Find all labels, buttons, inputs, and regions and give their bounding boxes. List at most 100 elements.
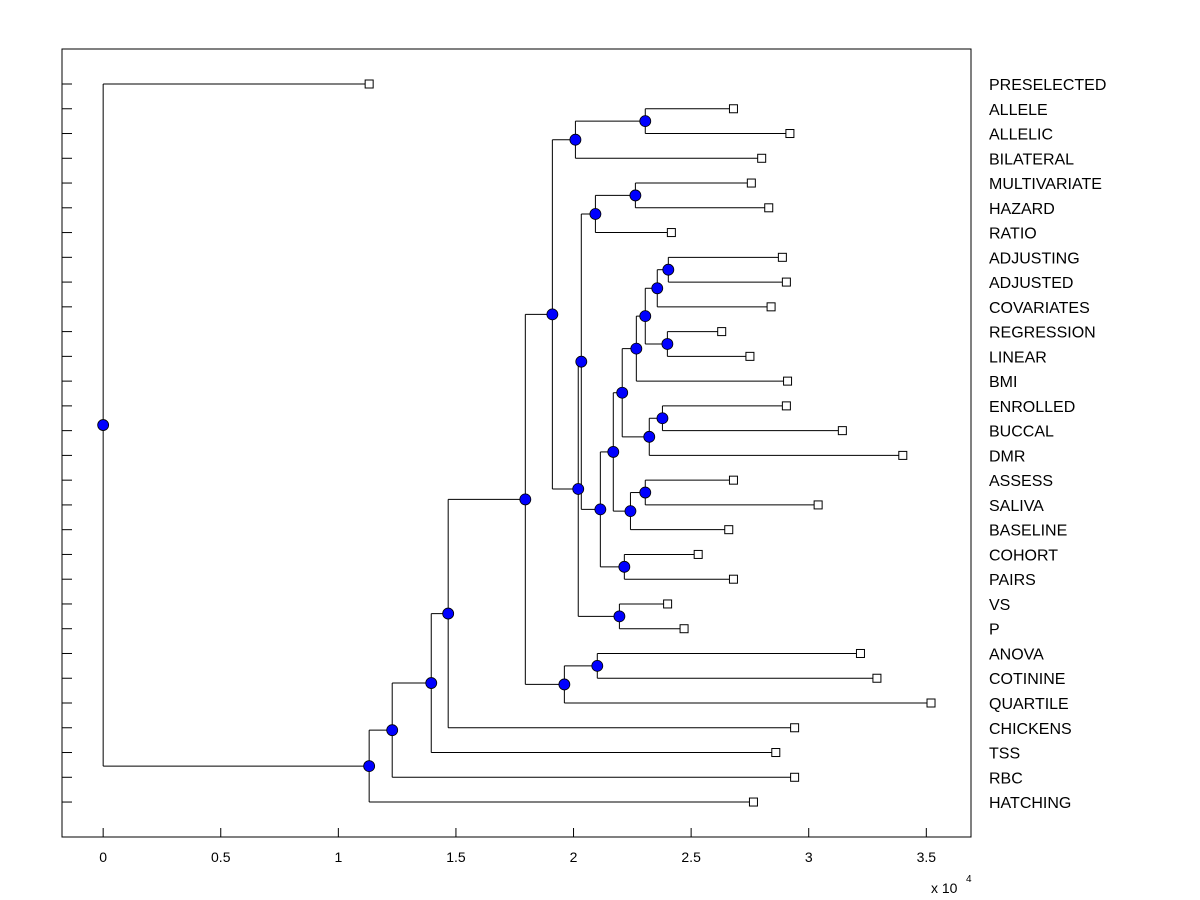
leaf-label: P bbox=[989, 622, 1000, 639]
leaf-label: MULTIVARIATE bbox=[989, 176, 1102, 193]
x-multiplier-exponent: 4 bbox=[966, 874, 972, 885]
leaf-label: DMR bbox=[989, 448, 1025, 465]
leaf-label: RBC bbox=[989, 770, 1023, 787]
leaf-label: TSS bbox=[989, 746, 1020, 763]
leaf-marker bbox=[813, 500, 823, 510]
leaf-marker bbox=[855, 648, 865, 658]
leaf-marker bbox=[790, 723, 800, 733]
leaf-label: BILATERAL bbox=[989, 151, 1074, 168]
cluster-node bbox=[594, 503, 607, 516]
cluster-node bbox=[572, 483, 585, 495]
cluster-node bbox=[639, 115, 652, 128]
cluster-node bbox=[639, 486, 652, 499]
leaf-marker bbox=[837, 426, 847, 436]
leaf-marker bbox=[693, 549, 703, 559]
leaf-marker bbox=[745, 351, 755, 361]
leaf-marker bbox=[766, 302, 776, 312]
leaf-marker bbox=[728, 475, 738, 485]
x-tick-label: 3.5 bbox=[917, 849, 937, 865]
x-tick-label: 1.5 bbox=[446, 849, 466, 865]
leaf-marker bbox=[926, 698, 936, 708]
cluster-node bbox=[661, 338, 674, 350]
leaf-marker bbox=[666, 228, 676, 238]
leaf-marker bbox=[764, 203, 774, 213]
cluster-node bbox=[558, 678, 571, 691]
cluster-node bbox=[607, 446, 620, 458]
leaf-marker bbox=[679, 624, 689, 634]
leaf-marker bbox=[663, 599, 673, 609]
leaf-label: COVARIATES bbox=[989, 300, 1090, 317]
leaf-label: BMI bbox=[989, 374, 1017, 391]
x-tick-label: 2.5 bbox=[681, 849, 701, 865]
leaf-label: QUARTILE bbox=[989, 696, 1069, 713]
leaf-label: CHICKENS bbox=[989, 721, 1072, 738]
leaf-marker bbox=[757, 153, 767, 163]
leaf-marker bbox=[781, 277, 791, 287]
leaf-marker bbox=[746, 178, 756, 188]
cluster-node bbox=[589, 208, 602, 220]
axes: 0 0.5 1 1.5 2 2.5 3 3.5 bbox=[62, 83, 937, 865]
x-tick-label: 2 bbox=[570, 849, 578, 865]
leaf-marker bbox=[717, 327, 727, 337]
leaf-label: BASELINE bbox=[989, 523, 1067, 540]
leaf-marker bbox=[785, 129, 795, 139]
cluster-node bbox=[656, 412, 669, 425]
cluster-node bbox=[569, 133, 582, 146]
leaf-label: HATCHING bbox=[989, 795, 1071, 812]
cluster-node bbox=[575, 355, 588, 368]
leaf-marker bbox=[728, 104, 738, 114]
leaf-label: ENROLLED bbox=[989, 399, 1075, 416]
cluster-node bbox=[629, 189, 642, 202]
cluster-node bbox=[546, 308, 559, 321]
cluster-node bbox=[442, 607, 455, 620]
leaf-label: COTININE bbox=[989, 671, 1065, 688]
leaf-marker bbox=[771, 748, 781, 758]
leaf-label: COHORT bbox=[989, 547, 1058, 564]
cluster-node bbox=[624, 505, 637, 518]
leaf-marker bbox=[783, 376, 793, 386]
leaf-label: PAIRS bbox=[989, 572, 1036, 589]
leaf-label: ADJUSTED bbox=[989, 275, 1073, 292]
x-tick-label: 1 bbox=[334, 849, 342, 865]
x-tick-label: 3 bbox=[805, 849, 813, 865]
plot-area bbox=[61, 48, 972, 838]
leaf-label: ALLELE bbox=[989, 102, 1048, 119]
dendrogram-markers bbox=[97, 79, 936, 807]
leaf-label: SALIVA bbox=[989, 498, 1044, 515]
cluster-node bbox=[616, 386, 629, 399]
cluster-node bbox=[651, 282, 664, 295]
cluster-node bbox=[591, 659, 604, 672]
leaf-label: RATIO bbox=[989, 226, 1037, 243]
cluster-node bbox=[618, 560, 631, 573]
leaf-marker bbox=[898, 450, 908, 460]
leaf-label: ANOVA bbox=[989, 646, 1044, 663]
leaf-label: ALLELIC bbox=[989, 127, 1053, 144]
leaf-label: BUCCAL bbox=[989, 424, 1054, 441]
cluster-node bbox=[630, 342, 643, 355]
cluster-node bbox=[519, 493, 532, 506]
leaf-label: HAZARD bbox=[989, 201, 1055, 218]
leaf-marker bbox=[728, 574, 738, 584]
leaf-label: REGRESSION bbox=[989, 325, 1096, 342]
leaf-marker bbox=[748, 797, 758, 807]
cluster-node bbox=[425, 677, 438, 689]
cluster-node bbox=[662, 263, 675, 276]
cluster-node bbox=[97, 419, 110, 431]
leaf-label: ASSESS bbox=[989, 473, 1053, 490]
cluster-node bbox=[386, 724, 399, 737]
x-multiplier-label: x 10 bbox=[931, 880, 958, 896]
leaf-marker bbox=[872, 673, 882, 683]
leaf-marker bbox=[781, 401, 791, 411]
x-tick-label: 0 bbox=[99, 849, 107, 865]
leaf-marker bbox=[777, 252, 787, 262]
cluster-node bbox=[363, 760, 376, 773]
leaf-label: PRESELECTED bbox=[989, 77, 1106, 94]
leaf-marker bbox=[364, 79, 374, 89]
leaf-labels: PRESELECTED ALLELE ALLELIC BILATERAL MULTIVA… bbox=[989, 77, 1106, 812]
cluster-node bbox=[643, 430, 656, 443]
cluster-node bbox=[613, 610, 626, 623]
leaf-label: VS bbox=[989, 597, 1010, 614]
leaf-marker bbox=[724, 525, 734, 535]
leaf-label: LINEAR bbox=[989, 349, 1047, 366]
